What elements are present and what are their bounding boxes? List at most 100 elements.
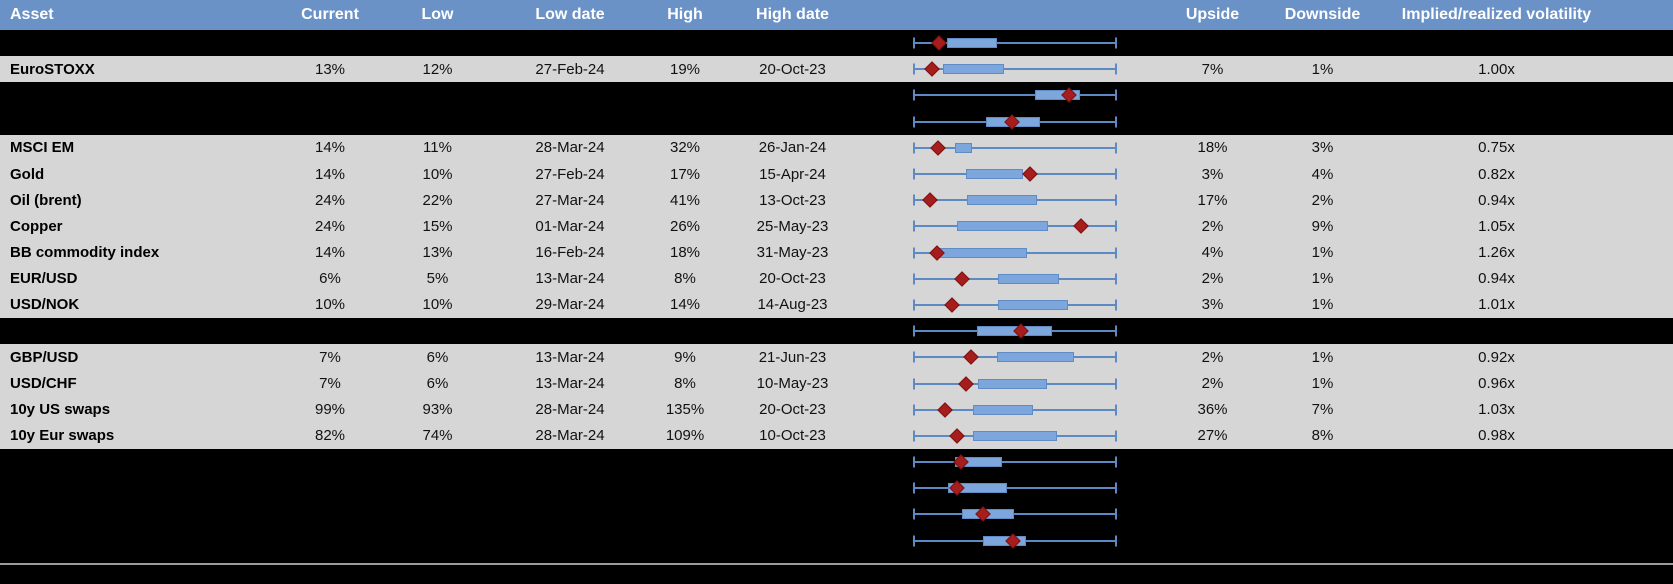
cell-low-date[interactable]: 27-Mar-24 bbox=[535, 192, 605, 208]
cell-high[interactable]: 19% bbox=[669, 61, 701, 77]
table-row[interactable]: EUR/USD 6% 5% 13-Mar-24 8% 20-Oct-23 2% … bbox=[0, 265, 1673, 292]
cell-low[interactable]: 74% bbox=[422, 428, 453, 444]
cell-low-date[interactable]: 13-Mar-24 bbox=[535, 376, 605, 392]
table-row[interactable] bbox=[0, 449, 1673, 476]
cell-low[interactable]: 15% bbox=[422, 218, 453, 234]
header-high[interactable]: High bbox=[667, 7, 703, 23]
cell-upside[interactable]: 4% bbox=[1201, 245, 1224, 261]
header-downside[interactable]: Downside bbox=[1284, 7, 1361, 23]
cell-upside[interactable]: 2% bbox=[1201, 376, 1224, 392]
table-row[interactable]: 10y Eur swaps 82% 74% 28-Mar-24 109% 10-… bbox=[0, 422, 1673, 449]
cell-downside[interactable]: 1% bbox=[1311, 297, 1334, 313]
cell-high-date[interactable]: 31-May-23 bbox=[756, 245, 829, 261]
cell-current[interactable]: 82% bbox=[314, 428, 346, 444]
cell-low[interactable]: 22% bbox=[422, 192, 453, 208]
cell-current[interactable]: 14% bbox=[314, 245, 346, 261]
cell-upside[interactable]: 36% bbox=[1197, 402, 1228, 418]
cell-low[interactable]: 11% bbox=[423, 140, 452, 156]
cell-upside[interactable]: 17% bbox=[1197, 192, 1228, 208]
cell-high-date[interactable]: 13-Oct-23 bbox=[759, 192, 826, 208]
cell-upside[interactable]: 3% bbox=[1201, 297, 1224, 313]
cell-high[interactable]: 41% bbox=[669, 192, 701, 208]
cell-low[interactable]: 13% bbox=[422, 245, 453, 261]
cell-low-date[interactable]: 16-Feb-24 bbox=[535, 245, 605, 261]
cell-downside[interactable]: 1% bbox=[1311, 376, 1334, 392]
cell-asset[interactable]: 10y Eur swaps bbox=[10, 428, 115, 444]
header-implied-realized[interactable]: Implied/realized volatility bbox=[1401, 7, 1592, 23]
cell-downside[interactable]: 3% bbox=[1311, 140, 1334, 156]
cell-downside[interactable]: 1% bbox=[1311, 271, 1334, 287]
cell-current[interactable]: 6% bbox=[319, 271, 341, 287]
table-row[interactable]: Gold 14% 10% 27-Feb-24 17% 15-Apr-24 3% … bbox=[0, 160, 1673, 188]
cell-implied-realized[interactable]: 1.05x bbox=[1478, 218, 1515, 234]
table-row[interactable] bbox=[0, 108, 1673, 135]
table-row[interactable] bbox=[0, 527, 1673, 554]
cell-high-date[interactable]: 20-Oct-23 bbox=[759, 402, 826, 418]
header-upside[interactable]: Upside bbox=[1185, 7, 1240, 23]
cell-low[interactable]: 5% bbox=[426, 271, 449, 287]
header-asset[interactable]: Asset bbox=[10, 7, 54, 23]
cell-downside[interactable]: 7% bbox=[1311, 402, 1334, 418]
cell-high[interactable]: 32% bbox=[669, 140, 701, 156]
cell-implied-realized[interactable]: 0.94x bbox=[1478, 192, 1515, 208]
cell-high[interactable]: 26% bbox=[669, 218, 701, 234]
cell-low[interactable]: 6% bbox=[426, 376, 449, 392]
cell-asset[interactable]: USD/CHF bbox=[10, 376, 77, 392]
cell-implied-realized[interactable]: 1.00x bbox=[1478, 61, 1515, 77]
cell-current[interactable]: 7% bbox=[319, 376, 341, 392]
cell-high[interactable]: 8% bbox=[674, 271, 696, 287]
cell-high-date[interactable]: 10-May-23 bbox=[756, 376, 829, 392]
cell-high-date[interactable]: 14-Aug-23 bbox=[757, 297, 828, 313]
cell-current[interactable]: 14% bbox=[314, 166, 346, 182]
cell-current[interactable]: 13% bbox=[314, 61, 346, 77]
cell-low[interactable]: 6% bbox=[426, 349, 449, 365]
cell-downside[interactable]: 9% bbox=[1311, 218, 1334, 234]
cell-implied-realized[interactable]: 0.98x bbox=[1478, 428, 1515, 444]
cell-upside[interactable]: 18% bbox=[1197, 140, 1228, 156]
cell-low-date[interactable]: 01-Mar-24 bbox=[535, 218, 605, 234]
cell-high-date[interactable]: 10-Oct-23 bbox=[759, 428, 826, 444]
cell-asset[interactable]: Gold bbox=[10, 166, 45, 182]
table-row[interactable] bbox=[0, 475, 1673, 502]
table-row[interactable]: GBP/USD 7% 6% 13-Mar-24 9% 21-Jun-23 2% … bbox=[0, 344, 1673, 371]
cell-low-date[interactable]: 28-Mar-24 bbox=[535, 402, 605, 418]
cell-high[interactable]: 109% bbox=[665, 428, 705, 444]
cell-low-date[interactable]: 27-Feb-24 bbox=[535, 166, 605, 182]
cell-current[interactable]: 99% bbox=[314, 402, 346, 418]
cell-implied-realized[interactable]: 1.03x bbox=[1478, 402, 1515, 418]
cell-low-date[interactable]: 29-Mar-24 bbox=[535, 297, 605, 313]
cell-asset[interactable]: GBP/USD bbox=[10, 349, 79, 365]
cell-low-date[interactable]: 28-Mar-24 bbox=[535, 428, 605, 444]
cell-low[interactable]: 12% bbox=[422, 61, 453, 77]
cell-asset[interactable]: EUR/USD bbox=[10, 271, 78, 287]
table-row[interactable]: MSCI EM 14% 11% 28-Mar-24 32% 26-Jan-24 … bbox=[0, 134, 1673, 161]
cell-downside[interactable]: 4% bbox=[1311, 166, 1334, 182]
table-row[interactable]: Copper 24% 15% 01-Mar-24 26% 25-May-23 2… bbox=[0, 213, 1673, 240]
table-row[interactable]: USD/NOK 10% 10% 29-Mar-24 14% 14-Aug-23 … bbox=[0, 291, 1673, 319]
cell-downside[interactable]: 1% bbox=[1311, 349, 1334, 365]
cell-low[interactable]: 10% bbox=[422, 166, 453, 182]
cell-downside[interactable]: 8% bbox=[1311, 428, 1334, 444]
cell-low-date[interactable]: 13-Mar-24 bbox=[535, 271, 605, 287]
cell-upside[interactable]: 2% bbox=[1201, 271, 1224, 287]
table-row[interactable] bbox=[0, 82, 1673, 109]
cell-current[interactable]: 10% bbox=[314, 297, 346, 313]
cell-high[interactable]: 18% bbox=[669, 245, 701, 261]
cell-asset[interactable]: Oil (brent) bbox=[10, 192, 82, 208]
table-row[interactable]: 10y US swaps 99% 93% 28-Mar-24 135% 20-O… bbox=[0, 396, 1673, 423]
cell-high-date[interactable]: 20-Oct-23 bbox=[759, 271, 826, 287]
cell-implied-realized[interactable]: 0.92x bbox=[1478, 349, 1515, 365]
table-row[interactable] bbox=[0, 318, 1673, 345]
table-row[interactable]: Oil (brent) 24% 22% 27-Mar-24 41% 13-Oct… bbox=[0, 187, 1673, 214]
cell-implied-realized[interactable]: 1.26x bbox=[1478, 245, 1515, 261]
table-row[interactable] bbox=[0, 30, 1673, 57]
header-current[interactable]: Current bbox=[301, 7, 359, 23]
cell-high-date[interactable]: 15-Apr-24 bbox=[759, 166, 826, 182]
cell-implied-realized[interactable]: 0.82x bbox=[1478, 166, 1515, 182]
cell-upside[interactable]: 3% bbox=[1201, 166, 1224, 182]
cell-upside[interactable]: 27% bbox=[1197, 428, 1228, 444]
cell-high-date[interactable]: 20-Oct-23 bbox=[759, 61, 826, 77]
header-high-date[interactable]: High date bbox=[756, 7, 829, 23]
cell-high-date[interactable]: 26-Jan-24 bbox=[758, 140, 827, 156]
cell-asset[interactable]: BB commodity index bbox=[10, 245, 160, 261]
